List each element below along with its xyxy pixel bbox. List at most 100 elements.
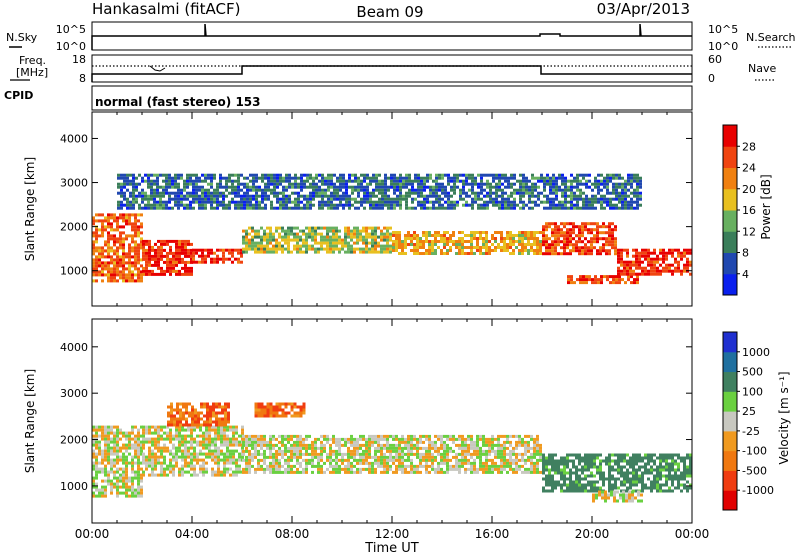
echo-cell	[474, 176, 477, 180]
echo-cell	[503, 243, 506, 246]
echo-cell	[596, 249, 599, 253]
echo-cell	[591, 197, 594, 201]
echo-cell	[618, 281, 621, 285]
echo-cell	[356, 241, 359, 245]
echo-cell	[650, 260, 653, 264]
echo-cell	[425, 234, 428, 237]
echo-cell	[235, 440, 238, 444]
echo-cell	[567, 281, 570, 285]
echo-cell	[527, 440, 530, 444]
echo-cell	[249, 179, 252, 183]
echo-cell	[113, 482, 116, 486]
echo-cell	[428, 234, 431, 237]
echo-cell	[266, 440, 269, 444]
echo-cell	[110, 461, 113, 465]
echo-cell	[335, 470, 338, 474]
echo-cell	[190, 425, 193, 429]
echo-cell	[437, 246, 440, 249]
echo-cell	[627, 278, 630, 282]
echo-cell	[252, 206, 255, 210]
echo-cell	[563, 231, 566, 235]
echo-cell	[235, 470, 238, 474]
echo-cell	[255, 176, 258, 180]
echo-cell	[137, 246, 140, 250]
echo-cell	[641, 266, 644, 270]
echo-cell	[473, 252, 476, 255]
echo-cell	[344, 440, 347, 444]
echo-cell	[287, 250, 290, 254]
echo-cell	[500, 237, 503, 240]
echo-cell	[473, 246, 476, 249]
echo-cell	[498, 185, 501, 189]
echo-cell	[187, 464, 190, 468]
echo-cell	[470, 234, 473, 237]
echo-cell	[190, 443, 193, 447]
echo-cell	[315, 176, 318, 180]
echo-cell	[338, 467, 341, 471]
echo-cell	[137, 276, 140, 280]
echo-cell	[104, 219, 107, 223]
echo-cell	[609, 173, 612, 177]
echo-cell	[220, 428, 223, 432]
echo-cell	[564, 197, 567, 201]
echo-cell	[483, 194, 486, 198]
echo-cell	[288, 194, 291, 198]
echo-cell	[120, 173, 123, 177]
echo-cell	[594, 185, 597, 189]
echo-cell	[175, 434, 178, 438]
echo-cell	[428, 249, 431, 252]
echo-cell	[450, 179, 453, 183]
echo-cell	[122, 231, 125, 235]
echo-cell	[530, 464, 533, 468]
echo-cell	[509, 461, 512, 465]
echo-cell	[506, 237, 509, 240]
echo-cell	[276, 197, 279, 201]
echo-cell	[211, 458, 214, 462]
echo-cell	[557, 237, 560, 241]
echo-cell	[113, 270, 116, 274]
echo-cell	[237, 248, 240, 252]
echo-cell	[585, 203, 588, 207]
echo-cell	[181, 452, 184, 456]
echo-cell	[137, 273, 140, 277]
echo-cell	[362, 250, 365, 254]
echo-cell	[226, 467, 229, 471]
echo-cell	[456, 179, 459, 183]
echo-cell	[564, 188, 567, 192]
echo-cell	[245, 458, 248, 462]
echo-cell	[276, 185, 279, 189]
echo-cell	[450, 200, 453, 204]
echo-cell	[134, 470, 137, 474]
echo-cell	[491, 237, 494, 240]
echo-cell	[518, 240, 521, 243]
echo-cell	[260, 446, 263, 450]
echo-cell	[228, 206, 231, 210]
echo-cell	[416, 440, 419, 444]
echo-cell	[629, 269, 632, 273]
echo-cell	[579, 206, 582, 210]
echo-cell	[178, 440, 181, 444]
echo-cell	[347, 247, 350, 251]
echo-cell	[255, 203, 258, 207]
echo-cell	[137, 449, 140, 453]
echo-cell	[335, 464, 338, 468]
echo-cell	[399, 197, 402, 201]
echo-cell	[104, 443, 107, 447]
echo-cell	[303, 206, 306, 210]
echo-cell	[384, 194, 387, 198]
echo-cell	[524, 237, 527, 240]
echo-cell	[214, 455, 217, 459]
echo-cell	[104, 446, 107, 450]
echo-cell	[572, 228, 575, 232]
echo-cell	[566, 231, 569, 235]
echo-cell	[627, 200, 630, 204]
echo-cell	[163, 260, 166, 264]
echo-cell	[674, 260, 677, 264]
echo-cell	[350, 244, 353, 248]
echo-cell	[98, 443, 101, 447]
echo-cell	[202, 452, 205, 456]
echo-cell	[618, 197, 621, 201]
echo-cell	[473, 458, 476, 462]
echo-cell	[116, 437, 119, 441]
echo-cell	[120, 185, 123, 189]
